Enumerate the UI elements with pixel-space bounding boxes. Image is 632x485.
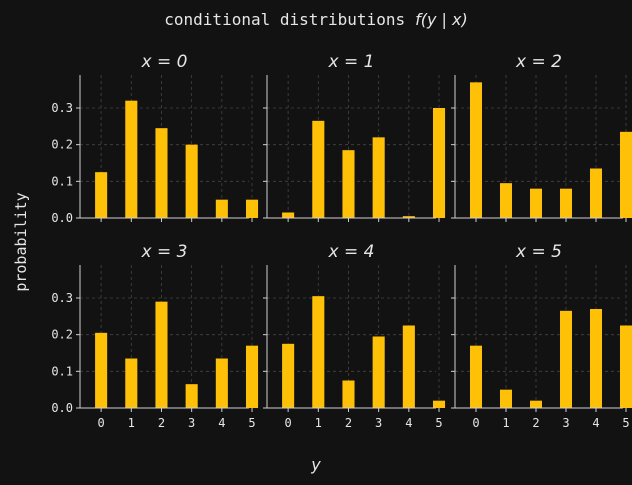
x-tick-label: 0 — [98, 416, 105, 430]
bar — [312, 120, 325, 218]
bar — [312, 296, 325, 408]
bar — [620, 325, 632, 408]
bar — [402, 216, 415, 218]
panel-1: x = 1 — [263, 52, 446, 222]
bar — [342, 150, 355, 218]
x-tick-label: 0 — [472, 416, 479, 430]
bar — [185, 384, 198, 408]
bar — [402, 325, 415, 408]
x-tick-label: 4 — [592, 416, 599, 430]
bar — [500, 389, 512, 408]
bar — [560, 310, 572, 408]
y-tick-label: 0.3 — [51, 101, 73, 115]
y-tick-label: 0.2 — [51, 138, 73, 152]
figure-title-text: conditional distributions — [164, 10, 405, 29]
x-tick-label: 5 — [622, 416, 629, 430]
figure-title: conditional distributions f(y | x) — [164, 10, 467, 29]
bar — [500, 183, 512, 218]
bar — [560, 188, 572, 218]
bar — [590, 168, 602, 218]
x-tick-label: 3 — [188, 416, 195, 430]
bar — [155, 128, 168, 218]
bar — [155, 301, 168, 408]
bar — [432, 108, 446, 218]
subplot-title: x = 4 — [328, 242, 375, 262]
y-tick-label: 0.0 — [51, 401, 73, 415]
x-tick-label: 2 — [532, 416, 539, 430]
panel-4: 0 1 2 3 4 5 x = 4 — [263, 242, 446, 430]
x-tick-label: 3 — [562, 416, 569, 430]
x-tick-label: 1 — [315, 416, 322, 430]
x-tick-label: 4 — [405, 416, 412, 430]
panel-0: 0.0 0.1 0.2 0.3 x = 0 — [51, 52, 259, 225]
x-tick-label: 1 — [502, 416, 509, 430]
bar — [590, 309, 602, 408]
bar — [185, 144, 198, 218]
y-tick-label: 0.0 — [51, 211, 73, 225]
y-tick-label: 0.2 — [51, 328, 73, 342]
bar — [530, 400, 542, 408]
subplot-title: x = 5 — [515, 242, 562, 262]
bar — [125, 358, 138, 408]
bar — [372, 137, 385, 218]
y-axis-label: probability — [12, 192, 30, 291]
bar — [432, 400, 446, 408]
panel-5: 0 1 2 3 4 5 x = 5 — [451, 242, 632, 430]
x-tick-label: 2 — [345, 416, 352, 430]
bar — [372, 336, 385, 408]
panel-3: 0.0 0.1 0.2 0.3 0 1 2 3 4 5 x = 3 — [51, 242, 259, 430]
x-tick-label: 4 — [218, 416, 225, 430]
x-tick-label: 5 — [435, 416, 442, 430]
panel-2: x = 2 — [451, 52, 632, 222]
bar — [245, 345, 259, 408]
bar — [125, 100, 138, 218]
x-tick-label: 3 — [375, 416, 382, 430]
bar — [245, 199, 259, 218]
y-tick-label: 0.1 — [51, 174, 73, 188]
bar — [620, 131, 632, 218]
subplot-title: x = 2 — [515, 52, 562, 72]
x-tick-label: 1 — [128, 416, 135, 430]
bar — [282, 212, 295, 218]
bar — [530, 188, 542, 218]
bar — [95, 172, 108, 218]
bar — [95, 332, 108, 408]
x-tick-label: 2 — [158, 416, 165, 430]
figure-title-math: f(y | x) — [415, 10, 468, 29]
x-tick-label: 5 — [248, 416, 255, 430]
x-tick-label: 0 — [285, 416, 292, 430]
y-tick-label: 0.1 — [51, 364, 73, 378]
y-tick-label: 0.3 — [51, 291, 73, 305]
bar — [215, 358, 228, 408]
subplot-title: x = 0 — [141, 52, 188, 72]
x-axis-label: y — [310, 455, 321, 474]
subplot-title: x = 3 — [141, 242, 188, 262]
bar — [282, 343, 295, 408]
bar — [470, 345, 482, 408]
subplot-title: x = 1 — [328, 52, 375, 72]
bar — [342, 380, 355, 408]
bar — [215, 199, 228, 218]
bar — [470, 82, 482, 218]
